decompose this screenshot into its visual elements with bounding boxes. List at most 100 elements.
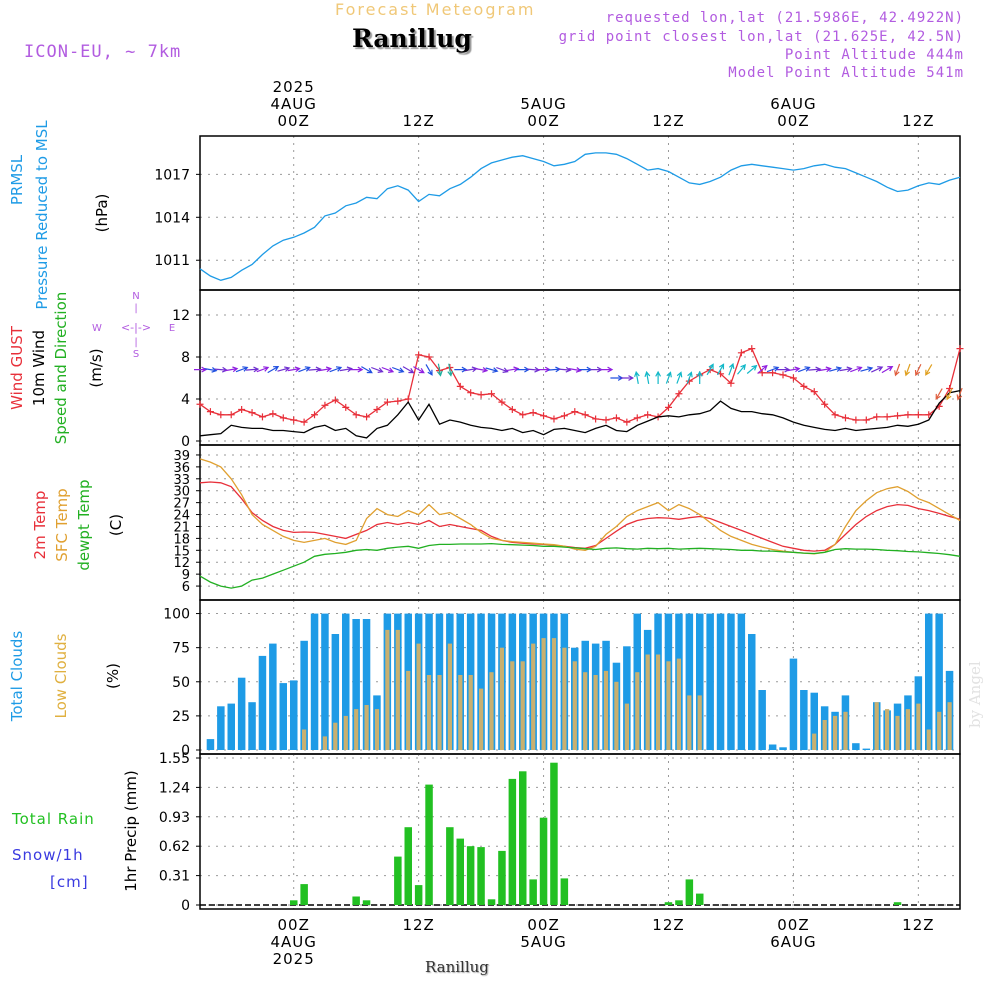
precip-bar [685,879,694,905]
total-cloud-bar [810,692,818,750]
wind-arrow [665,371,672,384]
total-cloud-bar [206,739,215,750]
y-tick-label: 6 [182,580,190,595]
low-cloud-bar [333,722,338,750]
total-cloud-bar [935,613,943,750]
precip-bar [498,850,506,905]
wind-arrow [318,366,333,373]
y-tick-label: 27 [173,497,190,512]
model-altitude: Model Point Altitude 541m [728,65,964,81]
gust-marker [633,414,641,422]
low-cloud-bar [885,709,890,750]
y-tick-label: 75 [172,641,190,657]
gust-marker [602,416,610,424]
low-cloud-bar [406,670,411,750]
gust-marker [592,415,600,423]
wind-arrow [728,362,735,376]
signature: by Angel [966,661,984,728]
gust-marker [467,389,475,397]
wind-arrow [676,371,683,384]
gust-marker [737,349,745,357]
gust-marker [238,406,246,413]
gust-marker [373,406,381,413]
axis-label-precip: 1hr Precip (mm) [122,770,140,891]
total-cloud-bar [310,613,319,750]
wind-arrow [904,363,911,377]
low-cloud-bar [593,675,598,750]
axis-label-clouds-2: (%) [104,663,122,689]
wind-arrow [946,388,953,401]
gust-marker [258,413,266,421]
axis-label-temp-3: (C) [107,514,125,536]
y-tick-label: 1017 [154,167,190,183]
low-cloud-bar [603,670,609,750]
total-cloud-bar [623,646,631,750]
y-tick-label: 100 [163,607,190,623]
time-label-top: 12Z [902,112,934,130]
y-tick-label: 33 [173,473,190,488]
y-tick-label: 30 [173,485,190,500]
wind-arrow [860,366,874,372]
low-cloud-bar [635,672,640,750]
wind-arrow [655,370,662,384]
wind-arrow [267,365,280,374]
low-cloud-bar [395,629,400,750]
gust-marker [800,382,808,390]
low-cloud-bar [343,715,348,750]
footer-station: Ranillug [425,958,489,976]
wind-arrow [568,367,582,373]
total-cloud-bar [706,613,714,750]
y-tick-label: 25 [172,709,190,725]
gust-marker [779,371,787,379]
wind-arrow [413,366,425,374]
gust-marker [894,412,902,420]
total-cloud-bar [269,643,277,750]
gust-marker [789,374,797,382]
total-cloud-bar [696,613,704,750]
low-cloud-bar [874,702,879,750]
wind-arrow [737,364,747,375]
wind-arrow [225,366,239,373]
panel-frame-pressure [199,135,961,291]
y-tick-label: 0.93 [159,810,190,826]
precip-bar [362,900,371,905]
low-cloud-bar [822,720,827,750]
wind-arrow [547,366,562,373]
gust-marker [394,397,402,405]
total-cloud-bar [217,706,225,750]
time-label-top: 00Z [777,112,809,130]
precip-bar [550,762,558,905]
total-cloud-bar [852,743,860,750]
precip-bar [696,893,704,905]
precip-bar [539,817,548,905]
low-cloud-bar [895,715,900,750]
time-label-top: 00Z [278,112,310,130]
gust-marker [425,353,433,361]
precip-bar [394,856,402,905]
time-label-bottom: 00Z [527,916,559,934]
precip-label-rain: Total Rain [11,810,95,828]
precip-label-snow: Snow/1h [12,846,84,864]
axis-label-pressure-2: (hPa) [93,194,111,233]
wind-arrow [634,370,640,385]
low-cloud-bar [551,638,557,750]
gust-marker [269,410,277,418]
y-tick-label: 1011 [154,253,190,269]
wind-arrow [214,366,229,373]
wind-arrow [371,366,384,373]
wind-arrow [329,366,343,373]
wind-arrow [496,366,509,373]
forecast-title: Forecast Meteogram [335,0,536,19]
gust-marker [196,400,204,408]
wind-arrow [746,364,758,374]
gust-marker [321,401,329,409]
low-cloud-bar [645,654,650,750]
y-tick-label: 12 [173,556,190,571]
y-tick-label: 21 [173,520,190,535]
precip-bar [529,879,537,905]
precip-bar [425,784,433,905]
precip-bar [675,900,683,905]
y-tick-label: 36 [173,461,190,476]
wind-arrow [757,364,768,374]
gust-marker [623,418,631,426]
